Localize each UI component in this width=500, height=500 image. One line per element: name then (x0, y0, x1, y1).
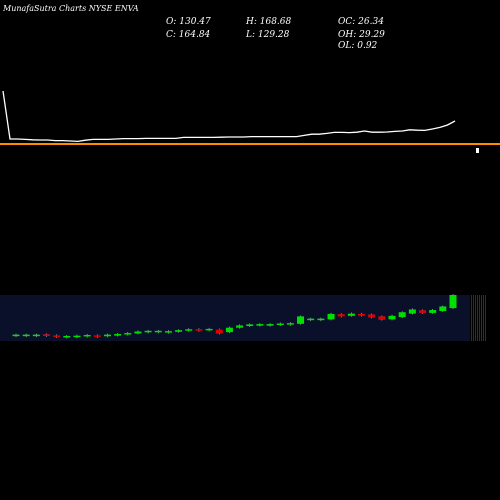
candle-body (317, 318, 325, 321)
candle-body (378, 316, 386, 320)
oc-label: OC: 26.34 (338, 17, 384, 27)
candle-body (256, 324, 264, 326)
candle-body (93, 335, 101, 337)
candle-body (185, 329, 193, 331)
candle-body (134, 331, 142, 334)
candle-body (12, 334, 20, 337)
candle-body (307, 318, 315, 321)
candle-body (337, 314, 345, 317)
candle-body (388, 315, 396, 320)
candle-body (175, 330, 183, 332)
candles-panel (0, 294, 486, 341)
candle-body (286, 323, 294, 325)
candle-body (398, 312, 406, 318)
candle-body (164, 331, 172, 333)
candle-body (439, 306, 447, 311)
candle-body (154, 330, 162, 333)
candle-body (236, 325, 244, 328)
open-label: O: 130.47 (166, 17, 211, 27)
candle-body (358, 313, 366, 316)
candle-body (53, 335, 61, 337)
price-line-panel (0, 90, 500, 153)
ol-label: OL: 0.92 (338, 41, 378, 51)
chart-title: MunafaSutra Charts NYSE ENVA (2, 4, 139, 13)
candle-body (327, 313, 335, 320)
candle-body (246, 324, 254, 327)
candle-body (83, 335, 91, 337)
candle-body (347, 313, 355, 316)
candle-body (103, 334, 111, 337)
candle-body (266, 324, 274, 326)
high-label: H: 168.68 (245, 17, 292, 27)
candle-body (297, 316, 305, 324)
low-label: L: 129.28 (245, 30, 290, 40)
candle-body (114, 334, 122, 336)
candle-body (42, 334, 50, 336)
candle-body (419, 310, 427, 313)
oh-label: OH: 29.29 (338, 30, 385, 40)
candle-body (429, 310, 437, 313)
candle-body (225, 327, 233, 333)
candle-body (276, 323, 284, 325)
candle-body (408, 309, 416, 314)
candle-body (73, 335, 81, 338)
candle-body (215, 329, 223, 334)
candle-body (368, 314, 376, 318)
candle-body (449, 295, 457, 309)
candle-body (32, 334, 40, 337)
last-price-marker (476, 148, 479, 153)
close-label: C: 164.84 (166, 30, 211, 40)
price-line (2, 90, 456, 143)
candle-body (22, 334, 30, 337)
candle-body (124, 333, 132, 335)
candle-body (63, 335, 71, 338)
candle-body (205, 328, 213, 331)
candle-body (144, 330, 152, 333)
candle-body (195, 329, 203, 331)
